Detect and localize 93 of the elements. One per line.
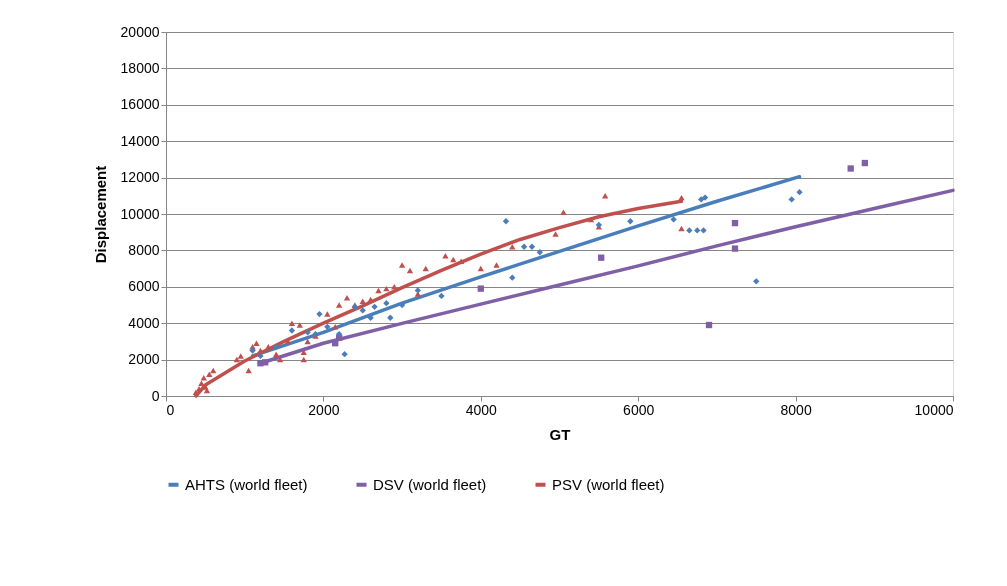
point	[304, 338, 311, 345]
y-tick-label: 2000	[128, 351, 160, 368]
point	[273, 351, 280, 357]
point	[324, 311, 331, 317]
point	[288, 327, 296, 334]
point	[335, 302, 343, 308]
point	[296, 322, 303, 328]
point	[253, 340, 260, 346]
y-tick-label: 20000	[120, 23, 160, 40]
point	[694, 227, 701, 234]
y-tick-label: 4000	[128, 314, 160, 331]
point	[414, 291, 421, 297]
point	[300, 349, 307, 356]
point	[753, 278, 760, 285]
point	[383, 300, 390, 307]
x-tick-label: 10000	[914, 401, 954, 418]
x-tick-label: 2000	[308, 401, 340, 418]
point	[273, 343, 280, 351]
x-tick-label: 4000	[465, 401, 498, 418]
point	[237, 353, 244, 359]
point	[198, 380, 205, 386]
legend-label: DSV (world fleet)	[373, 475, 487, 493]
point	[477, 285, 484, 292]
point	[700, 227, 707, 234]
point	[788, 196, 795, 203]
y-tick-label: 0	[151, 387, 160, 404]
point	[200, 375, 207, 381]
point	[391, 284, 398, 290]
point	[245, 367, 252, 374]
point	[359, 298, 366, 305]
point	[206, 371, 213, 377]
point	[528, 243, 536, 250]
y-tick-label: 14000	[120, 132, 160, 149]
point	[502, 218, 510, 225]
y-axis-title: Displacement	[91, 165, 109, 264]
point	[450, 256, 457, 263]
point	[387, 314, 394, 321]
point	[316, 310, 323, 318]
point	[493, 262, 500, 268]
y-tick-label: 16000	[120, 96, 160, 113]
point	[304, 329, 311, 336]
point	[598, 254, 605, 261]
point	[698, 196, 705, 203]
point	[341, 350, 348, 358]
line-series	[250, 174, 802, 358]
point	[210, 367, 217, 374]
point	[861, 159, 869, 167]
point	[367, 296, 374, 303]
point	[288, 320, 296, 326]
y-tick-label: 6000	[128, 278, 160, 295]
point	[442, 253, 449, 259]
point	[438, 292, 445, 300]
point	[265, 344, 272, 350]
point	[520, 243, 528, 250]
point	[705, 321, 713, 329]
legend-label: PSV (world fleet)	[552, 475, 665, 493]
x-tick-label: 8000	[780, 401, 812, 418]
point	[249, 347, 256, 354]
point	[335, 330, 343, 338]
point	[398, 262, 406, 268]
point	[324, 323, 331, 330]
point	[731, 219, 739, 227]
point	[536, 249, 543, 256]
point	[847, 165, 854, 172]
x-axis-title: GT	[549, 425, 571, 443]
point	[670, 216, 677, 223]
y-tick-label: 18000	[120, 59, 160, 76]
point	[552, 231, 559, 237]
point	[406, 267, 414, 274]
point	[257, 347, 264, 354]
point	[686, 227, 693, 234]
point	[257, 352, 264, 360]
point	[332, 324, 339, 330]
point	[375, 287, 382, 294]
y-tick-label: 10000	[120, 205, 160, 222]
x-tick-label: 0	[166, 401, 175, 418]
x-tick-label: 6000	[623, 401, 655, 418]
point	[587, 216, 595, 223]
point	[796, 189, 803, 196]
point	[262, 359, 269, 366]
point	[371, 303, 378, 310]
point	[359, 307, 366, 314]
y-tick-label: 8000	[128, 241, 160, 258]
point	[678, 225, 685, 232]
point	[701, 194, 709, 201]
y-tick-label: 12000	[120, 169, 160, 186]
point	[731, 245, 739, 252]
legend-label: AHTS (world fleet)	[185, 475, 308, 493]
point	[601, 193, 609, 199]
point	[509, 274, 516, 281]
point	[560, 209, 567, 215]
point	[414, 287, 421, 294]
point	[627, 218, 634, 225]
